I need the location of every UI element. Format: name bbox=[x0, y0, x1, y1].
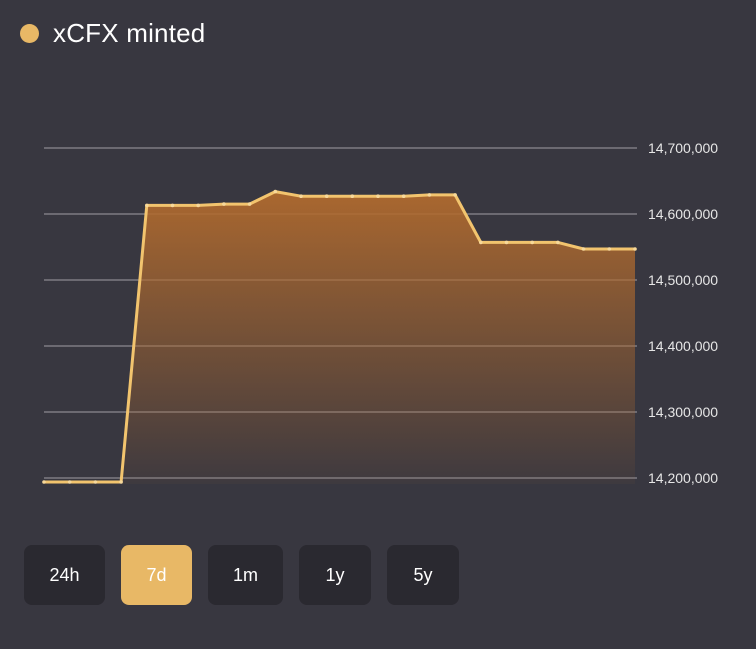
data-point bbox=[581, 247, 586, 251]
range-button-1m[interactable]: 1m bbox=[208, 545, 283, 605]
data-point bbox=[222, 202, 226, 206]
y-tick-label: 14,300,000 bbox=[648, 404, 718, 420]
chart-header: xCFX minted bbox=[20, 18, 205, 49]
y-axis-ticks: 14,200,000 14,300,000 14,400,000 14,500,000… bbox=[648, 140, 718, 486]
data-point bbox=[504, 240, 509, 245]
data-point bbox=[42, 480, 46, 484]
range-button-24h[interactable]: 24h bbox=[24, 545, 105, 605]
data-point bbox=[299, 194, 303, 198]
y-tick-label: 14,700,000 bbox=[648, 140, 718, 156]
data-point bbox=[350, 194, 355, 198]
series-line bbox=[44, 190, 635, 484]
range-button-7d[interactable]: 7d bbox=[121, 545, 192, 605]
series-area bbox=[44, 191, 635, 484]
data-point bbox=[273, 189, 278, 194]
data-point bbox=[401, 194, 406, 198]
data-point bbox=[607, 247, 612, 251]
data-point bbox=[556, 240, 560, 245]
data-point bbox=[479, 240, 483, 245]
data-point bbox=[453, 193, 457, 197]
data-point bbox=[376, 194, 380, 198]
y-tick-label: 14,600,000 bbox=[648, 206, 718, 222]
y-tick-label: 14,500,000 bbox=[648, 272, 718, 288]
legend-dot-icon bbox=[20, 24, 39, 43]
data-point bbox=[145, 203, 149, 208]
data-point bbox=[119, 480, 123, 484]
series-layer bbox=[42, 189, 637, 484]
data-point bbox=[196, 203, 200, 208]
y-tick-label: 14,200,000 bbox=[648, 470, 718, 486]
range-button-1y[interactable]: 1y bbox=[299, 545, 371, 605]
data-point bbox=[427, 193, 432, 197]
y-tick-label: 14,400,000 bbox=[648, 338, 718, 354]
range-button-5y[interactable]: 5y bbox=[387, 545, 459, 605]
data-point bbox=[324, 194, 329, 198]
data-point bbox=[633, 247, 637, 251]
chart-title: xCFX minted bbox=[53, 18, 206, 48]
data-point bbox=[530, 240, 534, 245]
time-range-selector: 24h 7d 1m 1y 5y bbox=[24, 545, 475, 605]
data-point bbox=[247, 202, 252, 206]
data-point bbox=[170, 203, 175, 208]
data-point bbox=[67, 480, 72, 484]
data-point bbox=[93, 480, 98, 484]
